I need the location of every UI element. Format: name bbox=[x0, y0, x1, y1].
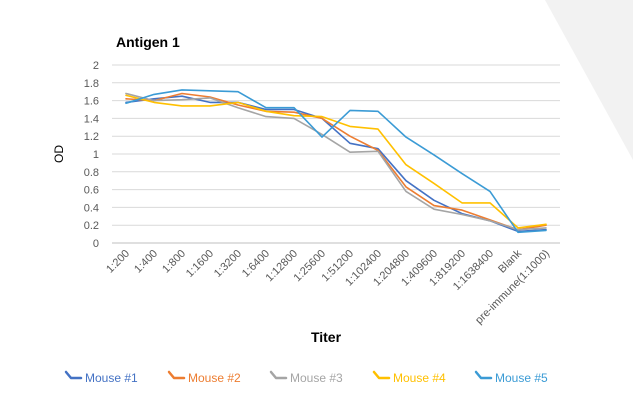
legend-line-icon bbox=[64, 370, 83, 380]
y-tick-label: 0.4 bbox=[84, 202, 99, 214]
x-axis-ticks: 1:200 1:400 1:8001:16001:32001:64001:12800… bbox=[104, 247, 552, 326]
y-tick-label: 1.2 bbox=[84, 131, 99, 143]
series-line-mouse-3 bbox=[125, 92, 547, 231]
y-tick-label: 1.4 bbox=[84, 113, 99, 125]
legend-label: Mouse #4 bbox=[393, 371, 446, 385]
legend-item-mouse-1: Mouse #1 bbox=[64, 370, 138, 385]
chart-title: Antigen 1 bbox=[116, 34, 180, 50]
legend-line-icon bbox=[474, 370, 493, 380]
series-line-mouse-5 bbox=[125, 89, 547, 234]
y-axis-ticks: 0 0.2 0.4 0.6 0.8 1 1.2 1.4 1.6 1.8 2 bbox=[84, 60, 99, 250]
y-tick-label: 1 bbox=[93, 149, 99, 161]
y-tick-label: 0 bbox=[93, 238, 99, 250]
x-axis-title: Titer bbox=[311, 329, 342, 345]
legend-label: Mouse #2 bbox=[188, 371, 241, 385]
x-tick-label: 1:1600 bbox=[184, 248, 216, 280]
legend: Mouse #1 Mouse #2 Mouse #3 Mouse #4 Mouse #5 bbox=[64, 370, 548, 385]
legend-label: Mouse #1 bbox=[85, 371, 138, 385]
legend-item-mouse-3: Mouse #3 bbox=[269, 370, 343, 385]
y-tick-label: 1.8 bbox=[84, 78, 99, 90]
y-tick-label: 0.6 bbox=[84, 185, 99, 197]
series-line-mouse-2 bbox=[125, 92, 547, 231]
legend-label: Mouse #3 bbox=[290, 371, 343, 385]
gridlines bbox=[112, 64, 560, 244]
corner-decoration bbox=[545, 0, 633, 160]
series-line-mouse-1 bbox=[125, 95, 547, 233]
legend-label: Mouse #5 bbox=[495, 371, 548, 385]
legend-line-icon bbox=[372, 370, 391, 380]
series-lines bbox=[125, 89, 547, 234]
x-tick-label: 1:3200 bbox=[212, 248, 244, 280]
legend-item-mouse-4: Mouse #4 bbox=[372, 370, 446, 385]
y-axis-title: OD bbox=[52, 145, 66, 163]
legend-item-mouse-5: Mouse #5 bbox=[474, 370, 548, 385]
x-tick-label: 1:400 bbox=[132, 248, 160, 276]
series-line-mouse-4 bbox=[125, 94, 547, 229]
y-tick-label: 0.2 bbox=[84, 220, 99, 232]
legend-item-mouse-2: Mouse #2 bbox=[167, 370, 241, 385]
y-tick-label: 1.6 bbox=[84, 96, 99, 108]
y-tick-label: 2 bbox=[93, 60, 99, 72]
y-tick-label: 0.8 bbox=[84, 167, 99, 179]
legend-line-icon bbox=[269, 370, 288, 380]
legend-line-icon bbox=[167, 370, 186, 380]
x-tick-label: 1:200 bbox=[104, 248, 132, 276]
